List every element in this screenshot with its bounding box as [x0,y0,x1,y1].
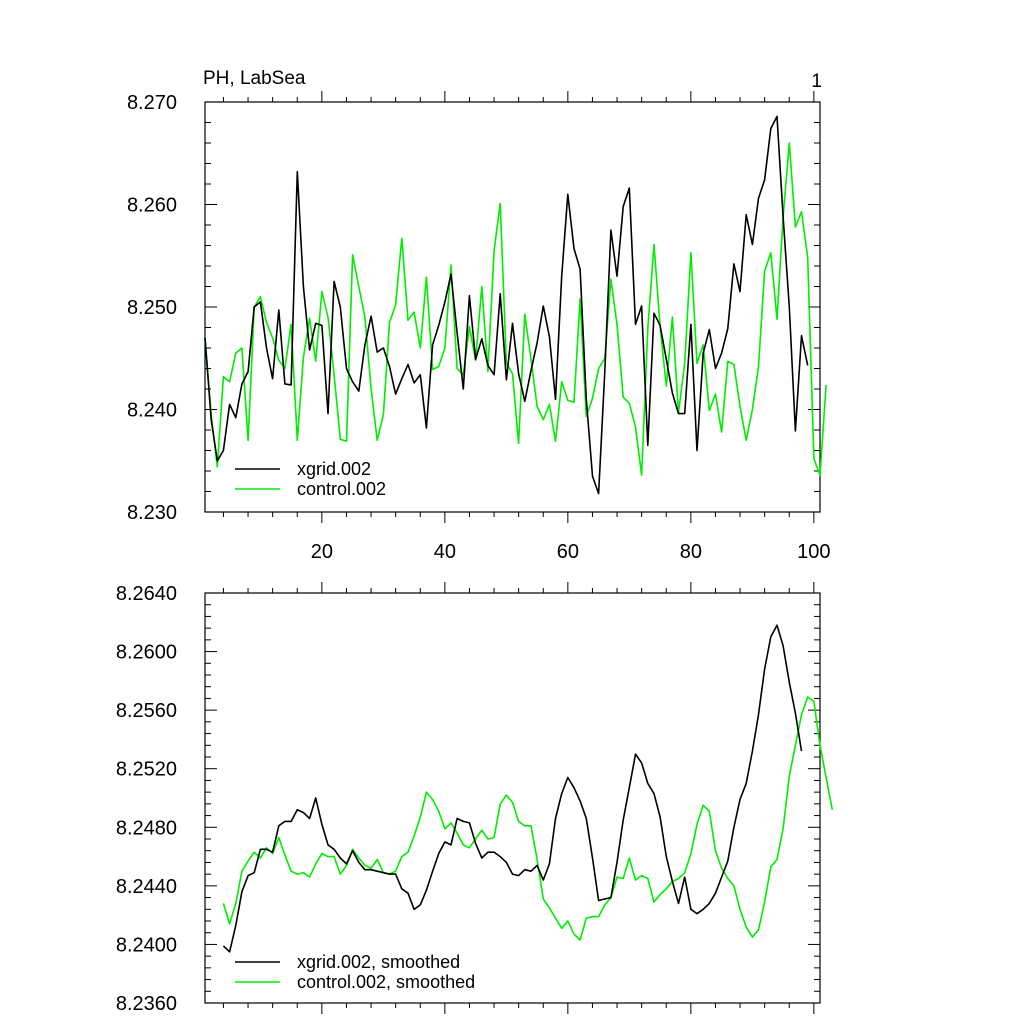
y-tick-label: 8.2640 [116,583,177,605]
y-tick-label: 8.270 [127,92,177,114]
y-tick-label: 8.2600 [116,642,177,664]
legend-label-xgrid: xgrid.002, smoothed [297,952,460,972]
plot-frame [204,101,821,513]
y-tick-label: 8.2560 [116,700,177,722]
legend-label-xgrid: xgrid.002 [297,459,371,479]
plot-frame [204,592,821,1004]
bottom-panel-smoothed: 8.2360 8.2400 8.2440 8.2480 8.2520 8.2560 8.26… [116,582,834,1015]
series-line-control [222,696,834,941]
y-tick-label: 8.2360 [116,993,177,1015]
y-tick-label: 8.240 [127,400,177,422]
legend-label-control: control.002 [297,479,386,499]
x-tick-label: 100 [797,541,830,563]
x-tick-label: 60 [557,541,579,563]
series-line-xgrid [204,115,809,495]
y-tick-label: 8.230 [127,502,177,524]
y-tick-label: 8.2400 [116,934,177,956]
x-tick-label: 80 [680,541,702,563]
x-tick-label: 40 [434,541,456,563]
x-tick-label: 20 [311,541,333,563]
top-panel-pH-labsea: PH, LabSea 1 8.230 8.240 8.250 8.260 8.270 20… [127,68,831,563]
y-tick-label: 8.2520 [116,759,177,781]
series-line-control [204,142,827,476]
series-line-xgrid [222,624,803,953]
top-panel-title: PH, LabSea [203,68,306,89]
y-tick-label: 8.2440 [116,876,177,898]
y-tick-label: 8.250 [127,297,177,319]
y-tick-label: 8.2480 [116,817,177,839]
top-panel-page-number: 1 [811,71,822,92]
legend-label-control: control.002, smoothed [297,972,475,992]
y-tick-label: 8.260 [127,195,177,217]
